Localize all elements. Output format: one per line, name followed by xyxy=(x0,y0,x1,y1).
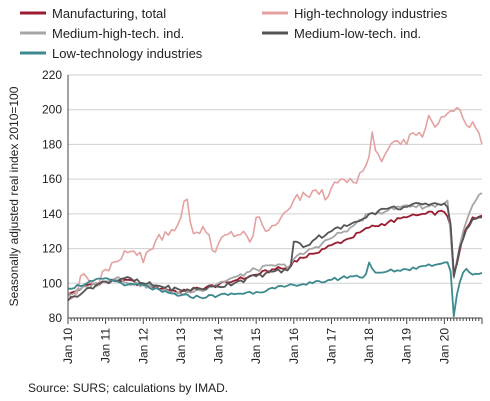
series-line-1 xyxy=(67,106,483,300)
legend-label: High-technology industries xyxy=(294,6,448,21)
series-line-2 xyxy=(67,192,483,297)
y-tick-label: 180 xyxy=(42,137,62,151)
series-lines xyxy=(67,106,483,318)
y-tick-label: 160 xyxy=(42,172,62,186)
x-tick-label: Jan 16 xyxy=(287,328,301,364)
y-tick-label: 100 xyxy=(42,276,62,290)
x-tick-label: Jan 13 xyxy=(174,328,188,364)
x-tick-label: Jan 18 xyxy=(362,328,376,364)
x-tick-label: Jan 14 xyxy=(212,328,226,364)
y-tick-label: 140 xyxy=(42,207,62,221)
series-line-0 xyxy=(67,209,483,297)
x-tick-label: Jan 12 xyxy=(136,328,150,364)
y-tick-label: 120 xyxy=(42,242,62,256)
series-line-3 xyxy=(67,202,483,302)
y-tick-label: 220 xyxy=(42,68,62,82)
legend-label: Manufacturing, total xyxy=(52,6,166,21)
x-tick-label: Jan 19 xyxy=(400,328,414,364)
x-tick-label: Jan 17 xyxy=(324,328,338,364)
series-line-4 xyxy=(67,261,483,318)
x-tick-label: Jan 10 xyxy=(61,328,75,364)
legend-label: Medium-high-tech. ind. xyxy=(52,26,184,41)
legend: Manufacturing, total High-technology indu… xyxy=(20,6,448,61)
x-tick-label: Jan 15 xyxy=(249,328,263,364)
y-axis-label: Seasonally adjusted real index 2010=100 xyxy=(7,86,21,306)
x-axis: Jan 10 Jan 11 Jan 12 Jan 13 Jan 14 Jan 15 Jan … xyxy=(61,75,483,364)
x-tick-label: Jan 11 xyxy=(99,328,113,363)
y-tick-label: 200 xyxy=(42,103,62,117)
y-tick-label: 80 xyxy=(49,311,63,325)
grid xyxy=(68,74,482,319)
legend-label: Low-technology industries xyxy=(52,46,203,61)
y-axis: 80 100 120 140 160 180 200 220 xyxy=(42,68,62,325)
legend-label: Medium-low-tech. ind. xyxy=(294,26,421,41)
x-tick-label: Jan 20 xyxy=(437,328,451,364)
source-note: Source: SURS; calculations by IMAD. xyxy=(28,381,228,395)
